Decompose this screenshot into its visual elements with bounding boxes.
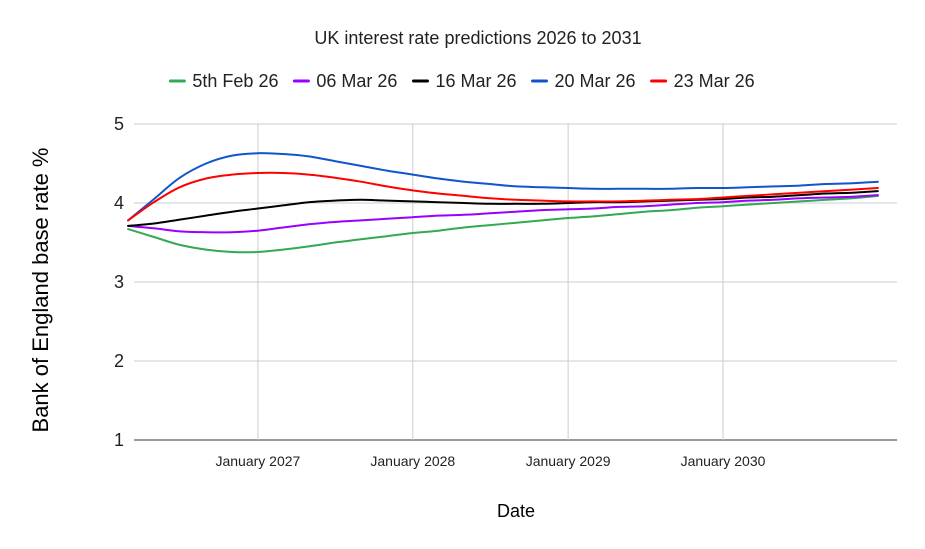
y-tick-label: 1 [114, 430, 124, 450]
y-axis-title: Bank of England base rate % [28, 148, 53, 433]
legend-label: 06 Mar 26 [316, 71, 397, 91]
y-tick-label: 2 [114, 351, 124, 371]
x-axis-title: Date [497, 501, 535, 521]
series-line [127, 171, 879, 222]
legend-label: 23 Mar 26 [674, 71, 755, 91]
legend-item: 16 Mar 26 [412, 71, 517, 91]
series-lines [127, 152, 879, 254]
x-tick-label: January 2028 [370, 453, 455, 469]
legend-item: 23 Mar 26 [650, 71, 755, 91]
y-tick-label: 5 [114, 114, 124, 134]
series-line [127, 152, 879, 222]
x-axis-ticks: January 2027 January 2028 January 2029 Janu… [215, 453, 765, 469]
x-tick-label: January 2027 [215, 453, 300, 469]
y-tick-label: 4 [114, 193, 124, 213]
y-tick-label: 3 [114, 272, 124, 292]
legend-item: 20 Mar 26 [531, 71, 636, 91]
legend-label: 16 Mar 26 [436, 71, 517, 91]
legend-item: 5th Feb 26 [168, 71, 278, 91]
x-tick-label: January 2030 [681, 453, 766, 469]
legend: 5th Feb 26 06 Mar 26 16 Mar 26 20 Mar 26 23 … [168, 71, 755, 91]
grid-lines [134, 123, 897, 441]
x-tick-label: January 2029 [526, 453, 611, 469]
chart-title: UK interest rate predictions 2026 to 203… [314, 28, 641, 48]
legend-label: 5th Feb 26 [192, 71, 278, 91]
series-line [127, 190, 879, 227]
series-line [127, 194, 879, 234]
series-line [127, 194, 879, 254]
legend-item: 06 Mar 26 [292, 71, 397, 91]
y-axis-ticks: 1 2 3 4 5 [114, 114, 124, 450]
legend-label: 20 Mar 26 [555, 71, 636, 91]
